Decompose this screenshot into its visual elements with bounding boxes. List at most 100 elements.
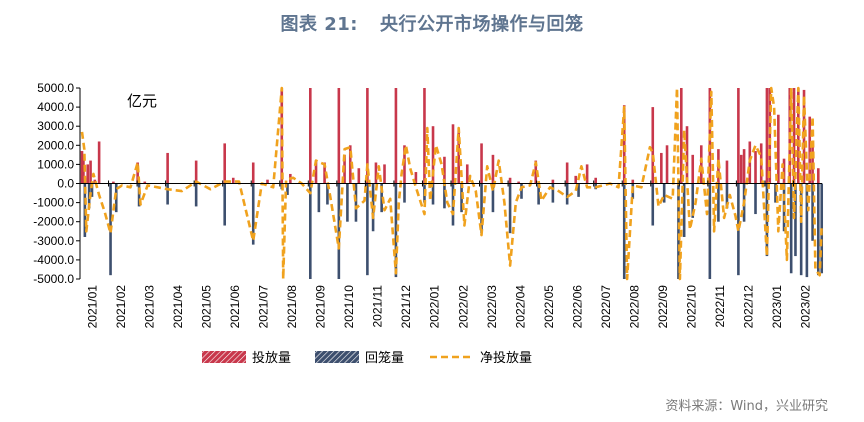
injection-bar (754, 151, 757, 184)
injection-bar (594, 177, 597, 184)
figure-title: 央行公开市场操作与回笼 (380, 14, 584, 35)
withdrawal-bar (794, 183, 797, 257)
injection-bar (808, 116, 812, 184)
injection-bar (357, 168, 361, 184)
injection-bar (366, 88, 369, 184)
y-tick-label: 4000.0 (37, 100, 74, 114)
x-tick-label: 2021/02 (114, 285, 128, 329)
x-tick-label: 2021/01 (85, 285, 99, 329)
injection-bar (491, 154, 495, 184)
withdrawal-bar (166, 183, 169, 205)
injection-bar (403, 145, 406, 184)
injection-bar (223, 143, 226, 184)
injection-bar (534, 160, 538, 184)
injection-bar (431, 126, 435, 184)
legend-injection-label: 投放量 (252, 350, 291, 366)
injection-bar (725, 160, 729, 184)
injection-bar (231, 177, 235, 184)
net-line-series (80, 86, 823, 281)
injection-bar (480, 143, 483, 184)
injection-bar (348, 145, 352, 184)
injection-bar (394, 88, 398, 184)
injection-bar (143, 181, 147, 184)
withdrawal-bar (394, 183, 398, 278)
withdrawal-bar (708, 183, 712, 279)
x-tick-label: 2023/01 (770, 285, 784, 329)
y-tick-label: 2000.0 (37, 138, 74, 152)
withdrawal-bar (551, 183, 555, 203)
injection-bar (765, 88, 769, 184)
x-tick-label: 2021/04 (171, 285, 185, 329)
x-tick-label: 2021/09 (314, 285, 328, 329)
injection-bar (551, 179, 555, 184)
withdrawal-bar (326, 183, 329, 205)
injection-bar (737, 88, 740, 184)
injection-bar (680, 88, 683, 184)
withdrawal-bar (774, 183, 777, 203)
withdrawal-bar (90, 183, 94, 197)
injection-bar (622, 105, 626, 184)
injection-bar (443, 156, 446, 184)
injection-bar (166, 152, 169, 184)
injection-bar (777, 114, 780, 184)
withdrawal-bar (223, 183, 226, 226)
withdrawal-bar (691, 183, 695, 218)
withdrawal-bar (565, 183, 569, 205)
x-tick-label: 2021/06 (228, 285, 242, 329)
x-tick-label: 2021/11 (371, 285, 385, 328)
withdrawal-bar (537, 183, 540, 205)
withdrawal-bar (431, 183, 435, 205)
y-tick-label: -2000.0 (33, 215, 74, 229)
injection-bar (574, 175, 578, 184)
injection-bar (280, 88, 284, 184)
x-tick-label: 2021/03 (142, 285, 156, 329)
withdrawal-bar (717, 183, 720, 222)
injection-bar (782, 158, 786, 184)
unit-label: 亿元 (127, 92, 157, 110)
x-tick-label: 2022/05 (542, 285, 556, 329)
withdrawal-bar (805, 183, 809, 278)
withdrawal-bar (317, 183, 321, 213)
injection-bar (739, 154, 743, 184)
injection-bar (323, 162, 326, 184)
y-tick-label: 0.0 (57, 177, 74, 191)
y-tick-label: 3000.0 (37, 119, 74, 133)
withdrawal-bar (789, 183, 793, 274)
injection-bar (816, 168, 820, 184)
injection-bar (631, 179, 635, 184)
injection-bar (89, 160, 92, 184)
y-tick-label: 1000.0 (37, 157, 74, 171)
withdrawal-bar (251, 183, 255, 245)
withdrawal-bar (443, 183, 446, 209)
x-tick-label: 2022/08 (628, 285, 642, 329)
x-tick-label: 2021/12 (399, 285, 413, 329)
injection-bar (314, 160, 318, 184)
injection-bar (660, 152, 663, 184)
injection-bar (374, 162, 378, 184)
x-tick-label: 2022/09 (656, 285, 670, 329)
withdrawal-bar (309, 183, 312, 279)
withdrawal-bar (622, 183, 626, 279)
x-tick-label: 2022/04 (513, 285, 527, 329)
withdrawal-bar (354, 183, 358, 222)
x-tick-label: 2021/10 (342, 285, 356, 329)
withdrawal-bar (286, 183, 289, 195)
y-tick-label: -3000.0 (33, 234, 74, 248)
withdrawal-bar (799, 183, 803, 276)
chart-title: 图表 21: 央行公开市场操作与回笼 (0, 10, 864, 36)
withdrawal-bar (677, 183, 680, 279)
y-tick-label: 5000.0 (37, 81, 74, 95)
legend-withdrawal-swatch (315, 351, 359, 363)
injection-bar (86, 164, 90, 184)
x-tick-label: 2022/02 (456, 285, 470, 329)
injection-bar (309, 88, 312, 184)
withdrawal-bar (811, 183, 814, 241)
injection-bar (699, 145, 703, 184)
injection-bar (337, 88, 341, 184)
withdrawal-bar (480, 183, 483, 234)
legend-withdrawal-label: 回笼量 (365, 350, 404, 366)
withdrawal-bar (682, 183, 686, 237)
x-tick-label: 2021/05 (199, 285, 213, 329)
withdrawal-bar (754, 183, 757, 215)
